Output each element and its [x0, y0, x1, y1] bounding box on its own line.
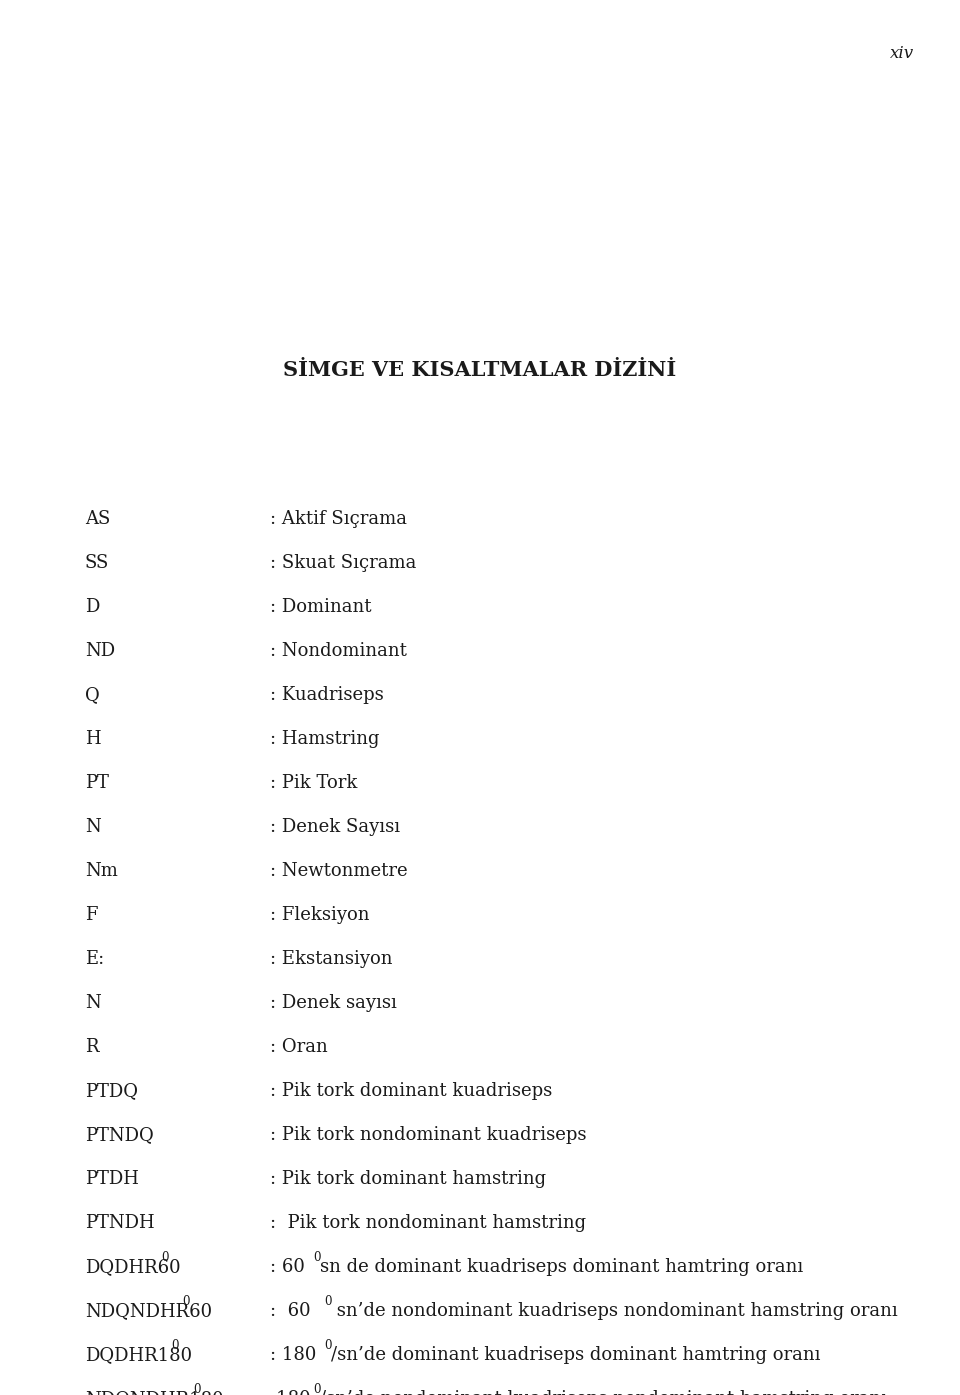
Text: : Nondominant: : Nondominant — [270, 642, 407, 660]
Text: : Ekstansiyon: : Ekstansiyon — [270, 950, 393, 968]
Text: : Denek Sayısı: : Denek Sayısı — [270, 817, 400, 836]
Text: : Kuadriseps: : Kuadriseps — [270, 686, 384, 704]
Text: xiv: xiv — [890, 45, 914, 61]
Text: D: D — [85, 598, 100, 617]
Text: : Oran: : Oran — [270, 1038, 327, 1056]
Text: NDQNDHR60: NDQNDHR60 — [85, 1302, 212, 1320]
Text: Nm: Nm — [85, 862, 118, 880]
Text: : Pik tork nondominant kuadriseps: : Pik tork nondominant kuadriseps — [270, 1126, 587, 1144]
Text: 0: 0 — [193, 1382, 201, 1395]
Text: 0: 0 — [324, 1339, 331, 1352]
Text: : Aktif Sıçrama: : Aktif Sıçrama — [270, 511, 407, 527]
Text: : Dominant: : Dominant — [270, 598, 372, 617]
Text: AS: AS — [85, 511, 110, 527]
Text: : Skuat Sıçrama: : Skuat Sıçrama — [270, 554, 417, 572]
Text: 0: 0 — [172, 1339, 180, 1352]
Text: E:: E: — [85, 950, 105, 968]
Text: : 60: : 60 — [270, 1258, 305, 1276]
Text: PTNDH: PTNDH — [85, 1214, 155, 1232]
Text: 0: 0 — [161, 1251, 168, 1264]
Text: : Hamstring: : Hamstring — [270, 730, 379, 748]
Text: DQDHR180: DQDHR180 — [85, 1346, 192, 1364]
Text: : Denek sayısı: : Denek sayısı — [270, 995, 396, 1011]
Text: : Pik tork dominant kuadriseps: : Pik tork dominant kuadriseps — [270, 1083, 552, 1101]
Text: F: F — [85, 905, 98, 923]
Text: DQDHR60: DQDHR60 — [85, 1258, 180, 1276]
Text: sn’de nondominant kuadriseps nondominant hamstring oranı: sn’de nondominant kuadriseps nondominant… — [331, 1302, 898, 1320]
Text: 0: 0 — [324, 1295, 331, 1309]
Text: N: N — [85, 817, 101, 836]
Text: : Pik tork dominant hamstring: : Pik tork dominant hamstring — [270, 1170, 546, 1189]
Text: : Pik Tork: : Pik Tork — [270, 774, 357, 792]
Text: :180: :180 — [270, 1389, 311, 1395]
Text: 0: 0 — [182, 1295, 190, 1309]
Text: PTDH: PTDH — [85, 1170, 139, 1189]
Text: /sn’de nondominant kuadriseps nondominant hamstring oranı: /sn’de nondominant kuadriseps nondominan… — [321, 1389, 887, 1395]
Text: :  Pik tork nondominant hamstring: : Pik tork nondominant hamstring — [270, 1214, 587, 1232]
Text: H: H — [85, 730, 101, 748]
Text: Q: Q — [85, 686, 100, 704]
Text: PTDQ: PTDQ — [85, 1083, 138, 1101]
Text: N: N — [85, 995, 101, 1011]
Text: PTNDQ: PTNDQ — [85, 1126, 154, 1144]
Text: sn de dominant kuadriseps dominant hamtring oranı: sn de dominant kuadriseps dominant hamtr… — [321, 1258, 804, 1276]
Text: 0: 0 — [313, 1382, 321, 1395]
Text: SİMGE VE KISALTMALAR DİZİNİ: SİMGE VE KISALTMALAR DİZİNİ — [283, 360, 677, 379]
Text: : 180: : 180 — [270, 1346, 317, 1364]
Text: NDQNDHR180: NDQNDHR180 — [85, 1389, 224, 1395]
Text: : Newtonmetre: : Newtonmetre — [270, 862, 408, 880]
Text: PT: PT — [85, 774, 108, 792]
Text: R: R — [85, 1038, 99, 1056]
Text: SS: SS — [85, 554, 109, 572]
Text: ND: ND — [85, 642, 115, 660]
Text: :  60: : 60 — [270, 1302, 311, 1320]
Text: 0: 0 — [313, 1251, 321, 1264]
Text: /sn’de dominant kuadriseps dominant hamtring oranı: /sn’de dominant kuadriseps dominant hamt… — [331, 1346, 821, 1364]
Text: : Fleksiyon: : Fleksiyon — [270, 905, 370, 923]
